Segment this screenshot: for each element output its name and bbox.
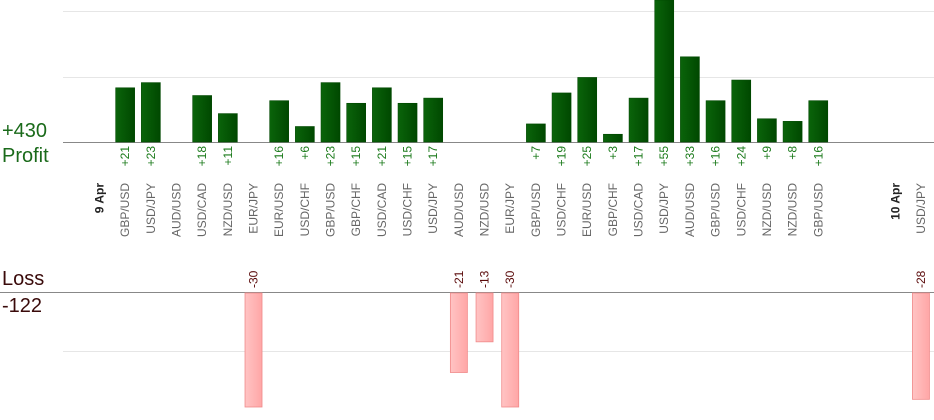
profit-value-label-23: +33 — [683, 146, 697, 167]
profit-bar-7 — [269, 100, 289, 143]
loss-total: -122 — [2, 295, 43, 317]
pair-label-14: AUD/USD — [452, 183, 466, 237]
pair-label-3: AUD/USD — [170, 183, 184, 237]
pair-label-26: NZD/USD — [760, 183, 774, 237]
profit-bar-25 — [731, 79, 752, 143]
profit-value-label-27: +8 — [786, 146, 800, 160]
profit-bar-26 — [757, 118, 777, 143]
pair-label-11: USD/CAD — [375, 183, 389, 237]
profit-value-label-21: +17 — [632, 146, 646, 167]
loss-value-label-32: -28 — [914, 270, 928, 288]
profit-bar-8 — [295, 126, 315, 143]
loss-bar-16 — [501, 292, 520, 408]
pair-label-16: EUR/JPY — [503, 183, 517, 234]
pair-label-21: USD/CAD — [632, 183, 646, 237]
date-label-0: 9 Apr — [93, 183, 107, 214]
pair-label-6: EUR/JPY — [247, 183, 261, 234]
profit-bar-20 — [603, 133, 623, 143]
pair-label-10: GBP/CHF — [349, 183, 363, 236]
pair-label-7: EUR/USD — [272, 183, 286, 237]
profit-bar-28 — [808, 100, 829, 143]
pair-label-2: USD/JPY — [144, 183, 158, 234]
profit-value-label-11: +21 — [375, 146, 389, 167]
profit-value-label-17: +7 — [529, 146, 543, 160]
profit-bar-19 — [577, 77, 598, 143]
profit-bar-9 — [320, 82, 341, 143]
loss-bar-15 — [475, 292, 494, 343]
profit-value-label-8: +6 — [298, 146, 312, 160]
loss-bar-6 — [244, 292, 263, 408]
loss-value-label-16: -30 — [503, 270, 517, 288]
profit-bar-22 — [654, 0, 675, 143]
profit-value-label-19: +25 — [580, 146, 594, 167]
pair-label-27: NZD/USD — [786, 183, 800, 237]
gridlines — [63, 11, 934, 352]
profit-bar-5 — [218, 113, 238, 143]
loss-value-label-14: -21 — [452, 270, 466, 288]
profit-value-label-4: +18 — [195, 146, 209, 167]
pair-label-4: USD/CAD — [195, 183, 209, 237]
loss-bar-32 — [912, 292, 930, 400]
profit-bar-11 — [372, 87, 392, 143]
loss-value-label-15: -13 — [478, 270, 492, 288]
profit-bar-4 — [192, 95, 212, 143]
pair-label-24: GBP/USD — [709, 183, 723, 237]
profit-bar-27 — [782, 121, 803, 143]
pair-label-5: NZD/USD — [221, 183, 235, 237]
profit-label: Profit — [2, 145, 49, 167]
profit-value-label-18: +19 — [555, 146, 569, 167]
pair-label-9: GBP/USD — [324, 183, 338, 237]
profit-value-label-20: +3 — [606, 146, 620, 160]
loss-bar-14 — [449, 292, 468, 373]
profit-bar-18 — [551, 92, 572, 143]
bar-labels: 9 Apr GBP/USD +21 USD/JPY +23 AUD/USD USD/CAD +… — [93, 146, 928, 288]
profit-total: +430 — [2, 120, 48, 142]
profit-bar-13 — [423, 97, 444, 143]
pair-label-20: GBP/CHF — [606, 183, 620, 236]
pair-label-18: USD/CHF — [555, 183, 569, 236]
profit-value-label-24: +16 — [709, 146, 723, 167]
profit-bar-12 — [397, 102, 418, 143]
loss-label: Loss — [2, 268, 45, 290]
pair-label-28: GBP/USD — [811, 183, 825, 237]
pair-label-32: USD/JPY — [914, 183, 928, 234]
pair-label-25: USD/CHF — [734, 183, 748, 236]
profit-bar-10 — [346, 102, 367, 143]
profit-bar-21 — [628, 97, 649, 143]
pair-label-8: USD/CHF — [298, 183, 312, 236]
profit-bar-24 — [705, 100, 726, 143]
profit-bar-17 — [526, 123, 546, 143]
profit-bar-1 — [115, 87, 135, 143]
profit-bar-2 — [141, 82, 161, 143]
pair-label-19: EUR/USD — [580, 183, 594, 237]
profit-value-label-2: +23 — [144, 146, 158, 167]
pair-label-15: NZD/USD — [478, 183, 492, 237]
pair-label-23: AUD/USD — [683, 183, 697, 237]
pair-label-13: USD/JPY — [426, 183, 440, 234]
pair-label-17: GBP/USD — [529, 183, 543, 237]
profit-bar-23 — [680, 56, 700, 143]
profit-value-label-7: +16 — [272, 146, 286, 167]
loss-value-label-6: -30 — [247, 270, 261, 288]
baselines — [0, 142, 934, 293]
profit-value-label-12: +15 — [401, 146, 415, 167]
profit-value-label-10: +15 — [349, 146, 363, 167]
profit-value-label-25: +24 — [734, 146, 748, 167]
profit-value-label-22: +55 — [657, 146, 671, 167]
pair-label-1: GBP/USD — [118, 183, 132, 237]
pair-label-22: USD/JPY — [657, 183, 671, 234]
profit-value-label-28: +16 — [811, 146, 825, 167]
date-label-31: 10 Apr — [888, 183, 902, 220]
pair-label-12: USD/CHF — [401, 183, 415, 236]
profit-value-label-5: +11 — [221, 146, 235, 166]
profit-value-label-26: +9 — [760, 146, 774, 160]
profit-value-label-9: +23 — [324, 146, 338, 167]
profit-value-label-13: +17 — [426, 146, 440, 167]
profit-value-label-1: +21 — [118, 146, 132, 167]
bar-series — [115, 0, 930, 408]
